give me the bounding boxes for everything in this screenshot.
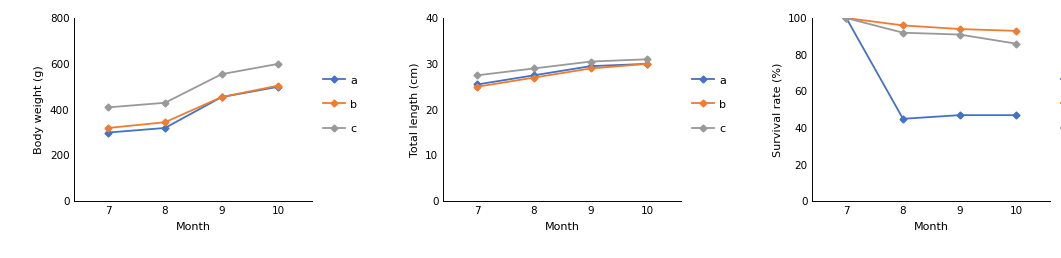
c: [897, 31, 909, 34]
a: [641, 62, 654, 65]
b: [272, 84, 284, 87]
c: [158, 101, 171, 104]
Line: c: c: [475, 57, 649, 78]
b: [840, 17, 853, 20]
b: [897, 24, 909, 27]
Line: b: b: [843, 16, 1019, 33]
c: [641, 58, 654, 61]
b: [585, 67, 597, 70]
Line: c: c: [843, 16, 1019, 46]
a: [471, 83, 484, 86]
c: [215, 72, 228, 76]
a: [527, 74, 540, 77]
Line: b: b: [106, 83, 281, 130]
Y-axis label: Total length (cm): Total length (cm): [410, 62, 420, 157]
a: [102, 131, 115, 134]
a: [158, 126, 171, 130]
Line: a: a: [475, 61, 649, 87]
c: [102, 106, 115, 109]
c: [585, 60, 597, 63]
b: [527, 76, 540, 79]
b: [158, 121, 171, 124]
b: [471, 85, 484, 88]
a: [840, 17, 853, 20]
a: [585, 64, 597, 68]
a: [897, 117, 909, 120]
c: [527, 67, 540, 70]
b: [1010, 29, 1023, 33]
a: [215, 95, 228, 99]
Line: a: a: [106, 84, 281, 135]
Line: c: c: [106, 61, 281, 110]
X-axis label: Month: Month: [176, 222, 211, 232]
a: [272, 85, 284, 88]
X-axis label: Month: Month: [914, 222, 949, 232]
c: [1010, 42, 1023, 45]
a: [1010, 114, 1023, 117]
b: [641, 62, 654, 65]
b: [102, 126, 115, 130]
Legend: a, b, c: a, b, c: [692, 75, 727, 134]
b: [954, 28, 967, 31]
c: [471, 74, 484, 77]
c: [840, 17, 853, 20]
Y-axis label: Survival rate (%): Survival rate (%): [772, 62, 782, 157]
a: [954, 114, 967, 117]
c: [954, 33, 967, 36]
Y-axis label: Body weight (g): Body weight (g): [34, 65, 45, 154]
Legend: a, b, c: a, b, c: [323, 75, 358, 134]
b: [215, 95, 228, 99]
c: [272, 62, 284, 65]
Line: a: a: [843, 16, 1019, 121]
X-axis label: Month: Month: [545, 222, 579, 232]
Line: b: b: [475, 61, 649, 89]
